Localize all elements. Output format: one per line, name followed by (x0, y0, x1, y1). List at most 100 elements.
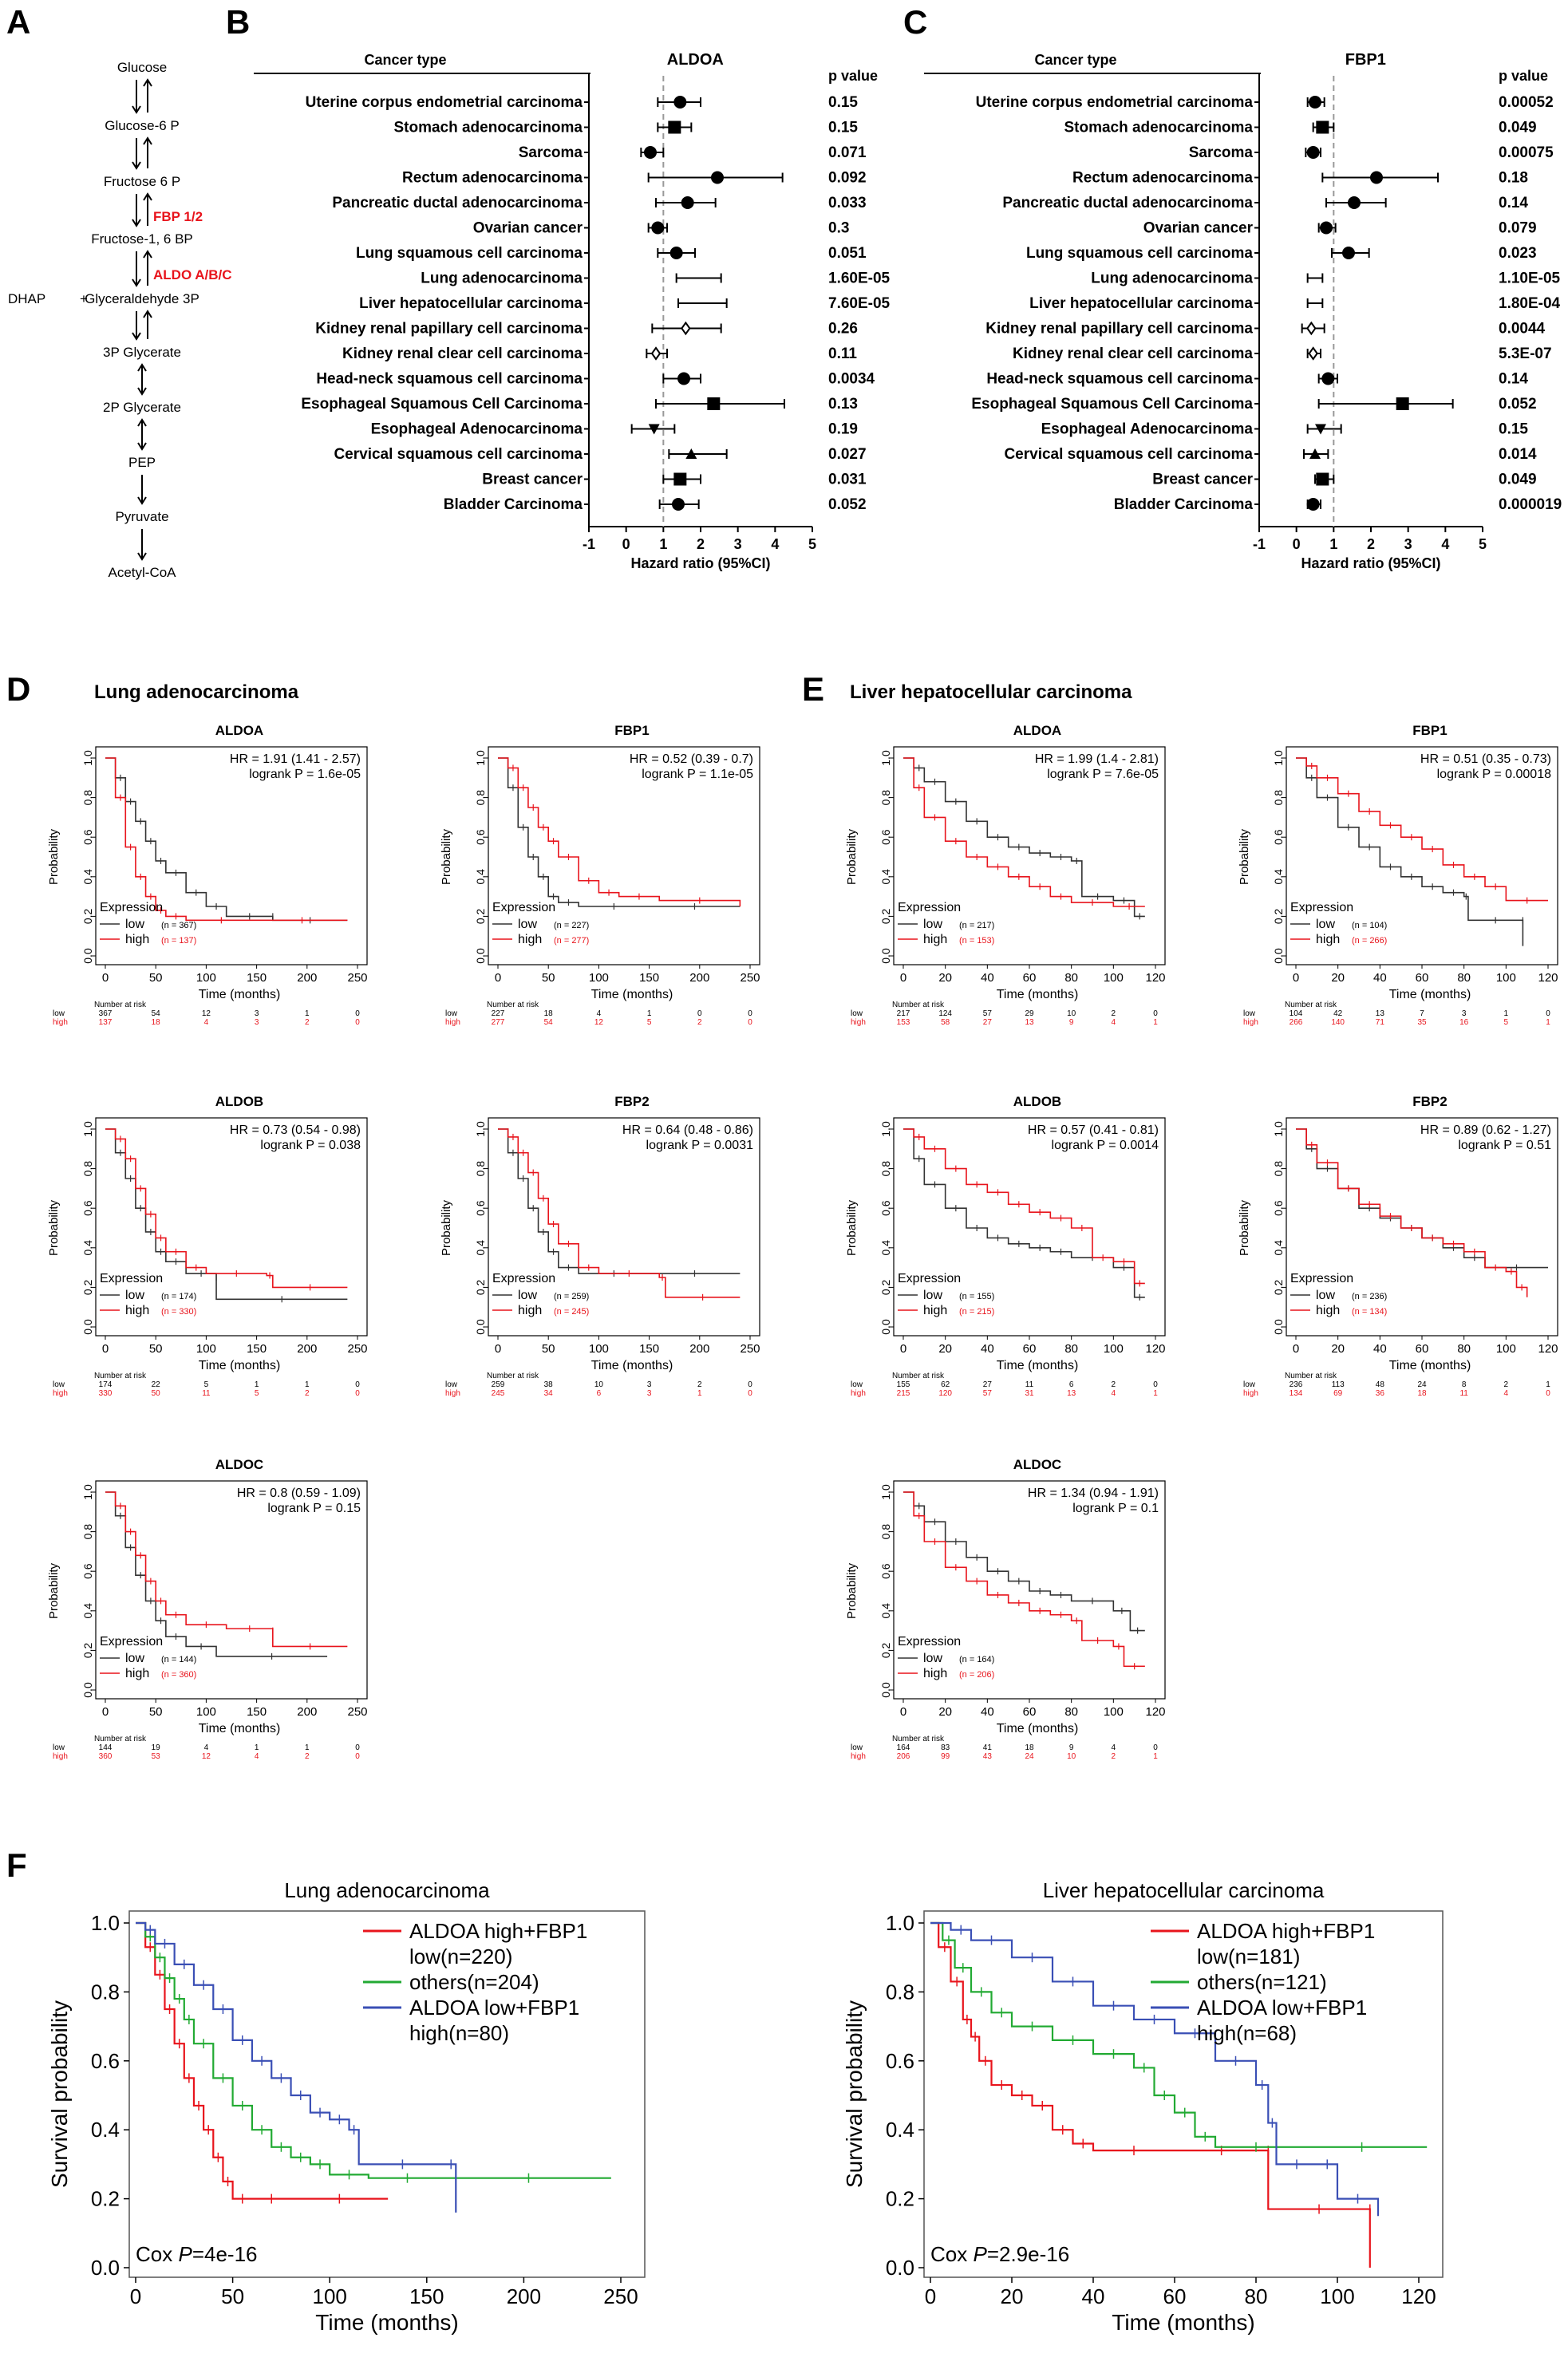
km-plot-frame (95, 1480, 368, 1700)
km-risk-label-high: high (851, 1752, 866, 1761)
km-risk-low-value: 0 (697, 1009, 702, 1018)
km-hr-text: HR = 1.34 (0.94 - 1.91) (1028, 1487, 1159, 1500)
forest-p-value: 0.031 (828, 472, 867, 488)
km-risk-high-value: 36 (1376, 1389, 1385, 1398)
km-gene-title: ALDOA (1013, 723, 1061, 738)
km-risk-high-value: 53 (152, 1752, 161, 1761)
km-risk-high-value: 6 (597, 1389, 602, 1398)
combined-legend-text: high(n=80) (409, 2021, 509, 2045)
forest-cancer-label: Rectum adenocarcinoma (402, 170, 583, 187)
km-x-tick-label: 20 (938, 971, 952, 985)
km-risk-low-value: 2 (1112, 1009, 1116, 1018)
km-risk-low-value: 18 (544, 1009, 554, 1018)
km-risk-low-value: 83 (941, 1743, 950, 1752)
forest-p-value: 0.15 (828, 120, 858, 136)
km-x-tick-label: 250 (740, 971, 760, 985)
km-risk-header: Number at risk (94, 1735, 147, 1743)
km-x-tick-label: 20 (1331, 971, 1345, 985)
km-x-tick-label: 0 (900, 1705, 906, 1719)
combined-legend-text: high(n=68) (1197, 2021, 1297, 2045)
km-x-axis-label: Time (months) (199, 988, 281, 1001)
km-y-tick-label: 0.6 (81, 1200, 94, 1216)
km-risk-low-value: 11 (1025, 1380, 1034, 1389)
km-y-tick-label: 1.0 (81, 1484, 94, 1500)
km-risk-label-high: high (851, 1018, 866, 1027)
km-x-axis-label: Time (months) (591, 1359, 673, 1372)
km-risk-high-value: 4 (204, 1018, 209, 1027)
km-legend-high-n: (n = 134) (1352, 1307, 1387, 1317)
forest-marker-circle (1306, 498, 1320, 511)
forest-marker-square (673, 472, 687, 486)
forest-marker-circle (1370, 171, 1383, 184)
km-legend-low: low (125, 1652, 144, 1665)
km-risk-high-value: 71 (1376, 1018, 1385, 1027)
km-legend-high-n: (n = 360) (161, 1670, 196, 1680)
km-x-tick-label: 0 (102, 1342, 109, 1356)
pathway-arrow-forward-head (132, 219, 141, 227)
forest-p-value: 0.00075 (1499, 144, 1554, 161)
km-risk-low-value: 2 (1112, 1380, 1116, 1389)
km-logrank-text: logrank P = 0.0014 (1052, 1139, 1159, 1152)
km-low-curve (903, 757, 1145, 918)
forest-cancer-label: Cervical squamous cell carcinoma (1004, 446, 1253, 463)
panel-label-b: B (226, 3, 250, 41)
km-plot-frame (95, 1117, 368, 1337)
km-y-tick-label: 0.2 (81, 1642, 94, 1658)
km-y-tick-label: 0.0 (81, 1319, 94, 1335)
km-risk-low-value: 12 (202, 1009, 211, 1018)
forest-p-value: 0.15 (828, 94, 858, 111)
km-x-tick-label: 150 (639, 971, 659, 985)
cox-label: Cox (930, 2242, 973, 2266)
km-legend-high-n: (n = 266) (1352, 936, 1387, 946)
forest-x-tick-label: -1 (1253, 536, 1266, 552)
combined-frame (128, 1910, 646, 2278)
km-x-tick-label: 150 (247, 1342, 267, 1356)
forest-cancer-label: Head-neck squamous cell carcinoma (986, 371, 1253, 388)
km-risk-low-value: 1 (1546, 1380, 1550, 1389)
km-risk-label-low: low (445, 1380, 458, 1389)
forest-p-value: 0.079 (1499, 220, 1537, 237)
km-y-tick-label: 0.2 (1272, 908, 1285, 924)
km-legend-high-n: (n = 215) (959, 1307, 994, 1317)
forest-cancer-label: Pancreatic ductal adenocarcinoma (1002, 195, 1253, 211)
forest-cancer-label: Esophageal Squamous Cell Carcinoma (301, 396, 583, 413)
combined-y-tick-label: 0.4 (91, 2118, 120, 2142)
km-risk-low-value: 24 (1417, 1380, 1427, 1389)
combined-y-tick-label: 0.8 (886, 1980, 914, 2004)
km-legend-title: Expression (492, 1272, 555, 1285)
km-y-tick-label: 0.2 (474, 908, 487, 924)
km-x-tick-label: 100 (1104, 971, 1124, 985)
forest-p-value: 1.60E-05 (828, 270, 891, 287)
km-risk-high-value: 0 (355, 1018, 360, 1027)
combined-x-tick-label: 100 (313, 2284, 347, 2308)
km-gene-title: ALDOB (215, 1094, 263, 1109)
combined-survival-curve (136, 1921, 389, 2200)
km-y-tick-label: 0.4 (474, 869, 487, 885)
forest-p-header: p value (828, 68, 878, 84)
panel-label-c: C (903, 3, 927, 41)
pathway-arrow-reverse-head (143, 310, 152, 318)
km-y-tick-label: 0.2 (879, 1642, 892, 1658)
km-risk-low-value: 0 (1153, 1743, 1158, 1752)
forest-cancer-label: Rectum adenocarcinoma (1072, 170, 1253, 187)
km-x-tick-label: 20 (938, 1705, 952, 1719)
km-risk-high-value: 3 (647, 1389, 652, 1398)
km-risk-high-value: 31 (1025, 1389, 1034, 1398)
forest-cancer-label: Lung adenocarcinoma (1091, 270, 1253, 287)
km-x-tick-label: 0 (1293, 971, 1299, 985)
forest-p-value: 0.052 (828, 496, 867, 513)
glycolysis-pathway: Glucose Glucose-6 P Fructose 6 P Fructose-1… (8, 60, 232, 580)
km-x-tick-label: 250 (347, 1342, 367, 1356)
km-risk-low-value: 217 (897, 1009, 910, 1018)
km-legend-title: Expression (100, 901, 163, 914)
pathway-arrow-reverse-head (143, 250, 152, 259)
km-legend-low-n: (n = 236) (1352, 1292, 1387, 1301)
km-legend-low-n: (n = 144) (161, 1655, 196, 1664)
km-y-tick-label: 0.2 (1272, 1279, 1285, 1295)
km-x-axis-label: Time (months) (1389, 988, 1471, 1001)
combined-legend-text: others(n=204) (409, 1970, 539, 1994)
forest-p-value: 0.3 (828, 220, 849, 237)
km-risk-low-value: 42 (1333, 1009, 1343, 1018)
cox-label: Cox (136, 2242, 178, 2266)
km-risk-high-value: 120 (938, 1389, 952, 1398)
